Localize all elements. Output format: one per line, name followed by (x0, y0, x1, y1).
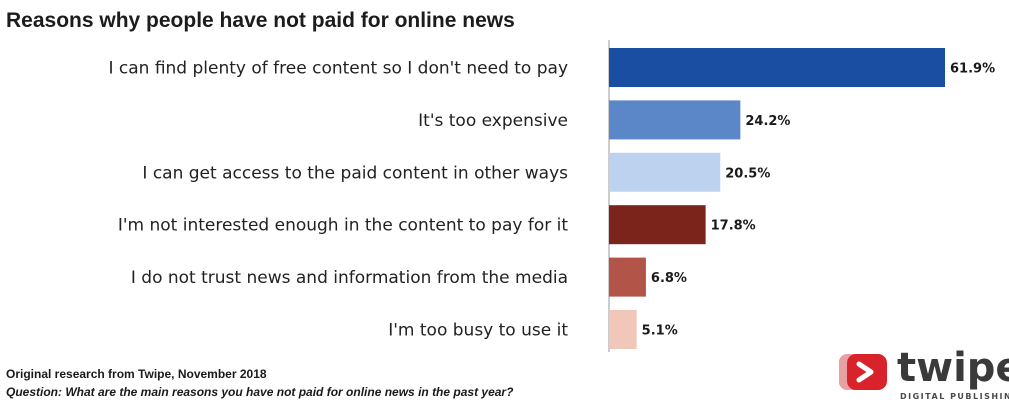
bar-1 (609, 48, 945, 87)
bar-4 (609, 205, 706, 245)
logo-tagline: DIGITAL PUBLISHING (900, 392, 1009, 401)
category-label-5: I do not trust news and information from… (131, 268, 568, 288)
bar-3 (609, 152, 721, 192)
value-label-1: 61.9% (950, 62, 995, 77)
bars-group: I can find plenty of free content so I d… (108, 48, 995, 349)
value-label-4: 17.8% (711, 219, 756, 234)
value-label-3: 20.5% (725, 166, 770, 181)
bar-chart: I can find plenty of free content so I d… (108, 40, 995, 352)
source-note: Original research from Twipe, November 2… (6, 367, 267, 381)
logo-wordmark: twipe (897, 345, 1009, 391)
category-label-6: I'm too busy to use it (388, 321, 568, 341)
value-label-6: 5.1% (642, 324, 678, 339)
value-label-2: 24.2% (745, 114, 790, 129)
category-label-2: It's too expensive (418, 111, 568, 131)
category-label-4: I'm not interested enough in the content… (118, 216, 568, 236)
bar-2 (609, 100, 741, 140)
category-label-1: I can find plenty of free content so I d… (108, 59, 568, 79)
bar-5 (609, 257, 646, 297)
chart-title: Reasons why people have not paid for onl… (6, 9, 515, 32)
category-label-3: I can get access to the paid content in … (142, 163, 568, 183)
play-arrow-icon (839, 354, 887, 390)
question-note: Question: What are the main reasons you … (6, 385, 514, 399)
twipe-logo: twipe DIGITAL PUBLISHING (838, 345, 1009, 406)
bar-6 (609, 310, 637, 349)
value-label-5: 6.8% (651, 271, 687, 286)
